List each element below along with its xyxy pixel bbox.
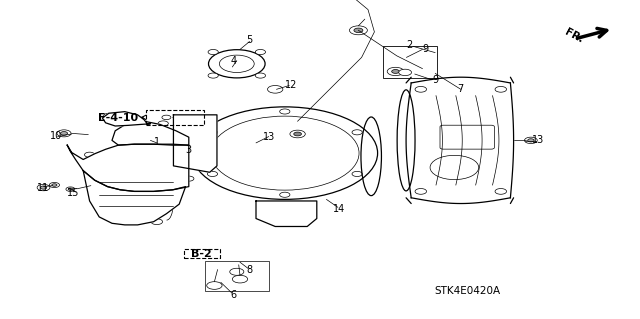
Circle shape bbox=[104, 113, 114, 118]
Circle shape bbox=[57, 130, 71, 137]
Circle shape bbox=[525, 137, 538, 144]
Circle shape bbox=[232, 275, 248, 283]
Circle shape bbox=[220, 55, 254, 72]
Circle shape bbox=[274, 211, 285, 217]
Text: 11: 11 bbox=[37, 183, 50, 193]
Circle shape bbox=[290, 130, 305, 138]
Circle shape bbox=[207, 282, 222, 289]
Circle shape bbox=[179, 138, 189, 143]
Circle shape bbox=[352, 171, 362, 176]
Circle shape bbox=[190, 155, 200, 160]
Circle shape bbox=[184, 176, 194, 181]
Circle shape bbox=[415, 86, 426, 92]
Circle shape bbox=[208, 49, 218, 55]
FancyBboxPatch shape bbox=[440, 125, 494, 149]
Circle shape bbox=[84, 152, 95, 157]
Circle shape bbox=[495, 86, 507, 92]
Text: 2: 2 bbox=[406, 40, 413, 50]
Circle shape bbox=[208, 73, 218, 78]
Circle shape bbox=[268, 85, 283, 93]
Circle shape bbox=[158, 121, 168, 126]
Circle shape bbox=[255, 49, 266, 55]
Circle shape bbox=[527, 139, 534, 142]
Circle shape bbox=[392, 70, 399, 73]
Text: FR.: FR. bbox=[563, 27, 585, 45]
Text: 6: 6 bbox=[230, 290, 237, 300]
Circle shape bbox=[123, 122, 133, 127]
Circle shape bbox=[184, 144, 194, 149]
Circle shape bbox=[192, 107, 378, 199]
Circle shape bbox=[294, 132, 301, 136]
Polygon shape bbox=[67, 144, 189, 191]
Circle shape bbox=[37, 184, 50, 191]
Text: 9: 9 bbox=[422, 44, 429, 55]
Text: 10: 10 bbox=[50, 130, 63, 141]
Polygon shape bbox=[173, 115, 217, 172]
Circle shape bbox=[162, 115, 171, 120]
Circle shape bbox=[211, 116, 359, 190]
Circle shape bbox=[280, 109, 290, 114]
Circle shape bbox=[88, 178, 98, 183]
Circle shape bbox=[354, 28, 363, 33]
Text: 3: 3 bbox=[186, 145, 192, 155]
Text: 9: 9 bbox=[432, 75, 438, 85]
Circle shape bbox=[68, 188, 73, 190]
Circle shape bbox=[255, 73, 266, 78]
Circle shape bbox=[52, 184, 57, 186]
Circle shape bbox=[207, 130, 218, 135]
Circle shape bbox=[430, 155, 479, 180]
Circle shape bbox=[387, 67, 404, 76]
Circle shape bbox=[180, 119, 191, 124]
Circle shape bbox=[168, 189, 178, 194]
Circle shape bbox=[495, 189, 507, 194]
Circle shape bbox=[66, 187, 75, 191]
Circle shape bbox=[297, 211, 308, 217]
Text: 13: 13 bbox=[531, 135, 544, 145]
Text: 15: 15 bbox=[67, 188, 80, 198]
Circle shape bbox=[399, 69, 412, 76]
Circle shape bbox=[349, 26, 367, 35]
Circle shape bbox=[107, 119, 117, 124]
Circle shape bbox=[352, 130, 362, 135]
Circle shape bbox=[61, 132, 68, 135]
Circle shape bbox=[209, 50, 265, 78]
Circle shape bbox=[119, 219, 131, 225]
Text: 8: 8 bbox=[246, 264, 253, 275]
Text: STK4E0420A: STK4E0420A bbox=[434, 286, 500, 296]
Circle shape bbox=[207, 171, 218, 176]
Circle shape bbox=[415, 189, 426, 194]
Text: B-2: B-2 bbox=[191, 249, 212, 259]
Circle shape bbox=[230, 268, 244, 275]
Circle shape bbox=[151, 219, 163, 225]
Text: 5: 5 bbox=[246, 35, 253, 45]
Circle shape bbox=[200, 119, 210, 124]
Text: 4: 4 bbox=[230, 56, 237, 66]
Polygon shape bbox=[256, 201, 317, 226]
Polygon shape bbox=[83, 171, 186, 225]
Text: 12: 12 bbox=[285, 79, 298, 90]
Text: 14: 14 bbox=[333, 204, 346, 214]
Text: 7: 7 bbox=[458, 84, 464, 94]
Circle shape bbox=[280, 192, 290, 197]
Polygon shape bbox=[102, 112, 150, 126]
Text: 1: 1 bbox=[154, 137, 160, 147]
Circle shape bbox=[49, 182, 60, 188]
Polygon shape bbox=[112, 121, 189, 145]
Circle shape bbox=[40, 186, 47, 189]
Text: E-4-10: E-4-10 bbox=[99, 113, 138, 123]
Circle shape bbox=[116, 189, 127, 194]
Text: 13: 13 bbox=[262, 132, 275, 142]
